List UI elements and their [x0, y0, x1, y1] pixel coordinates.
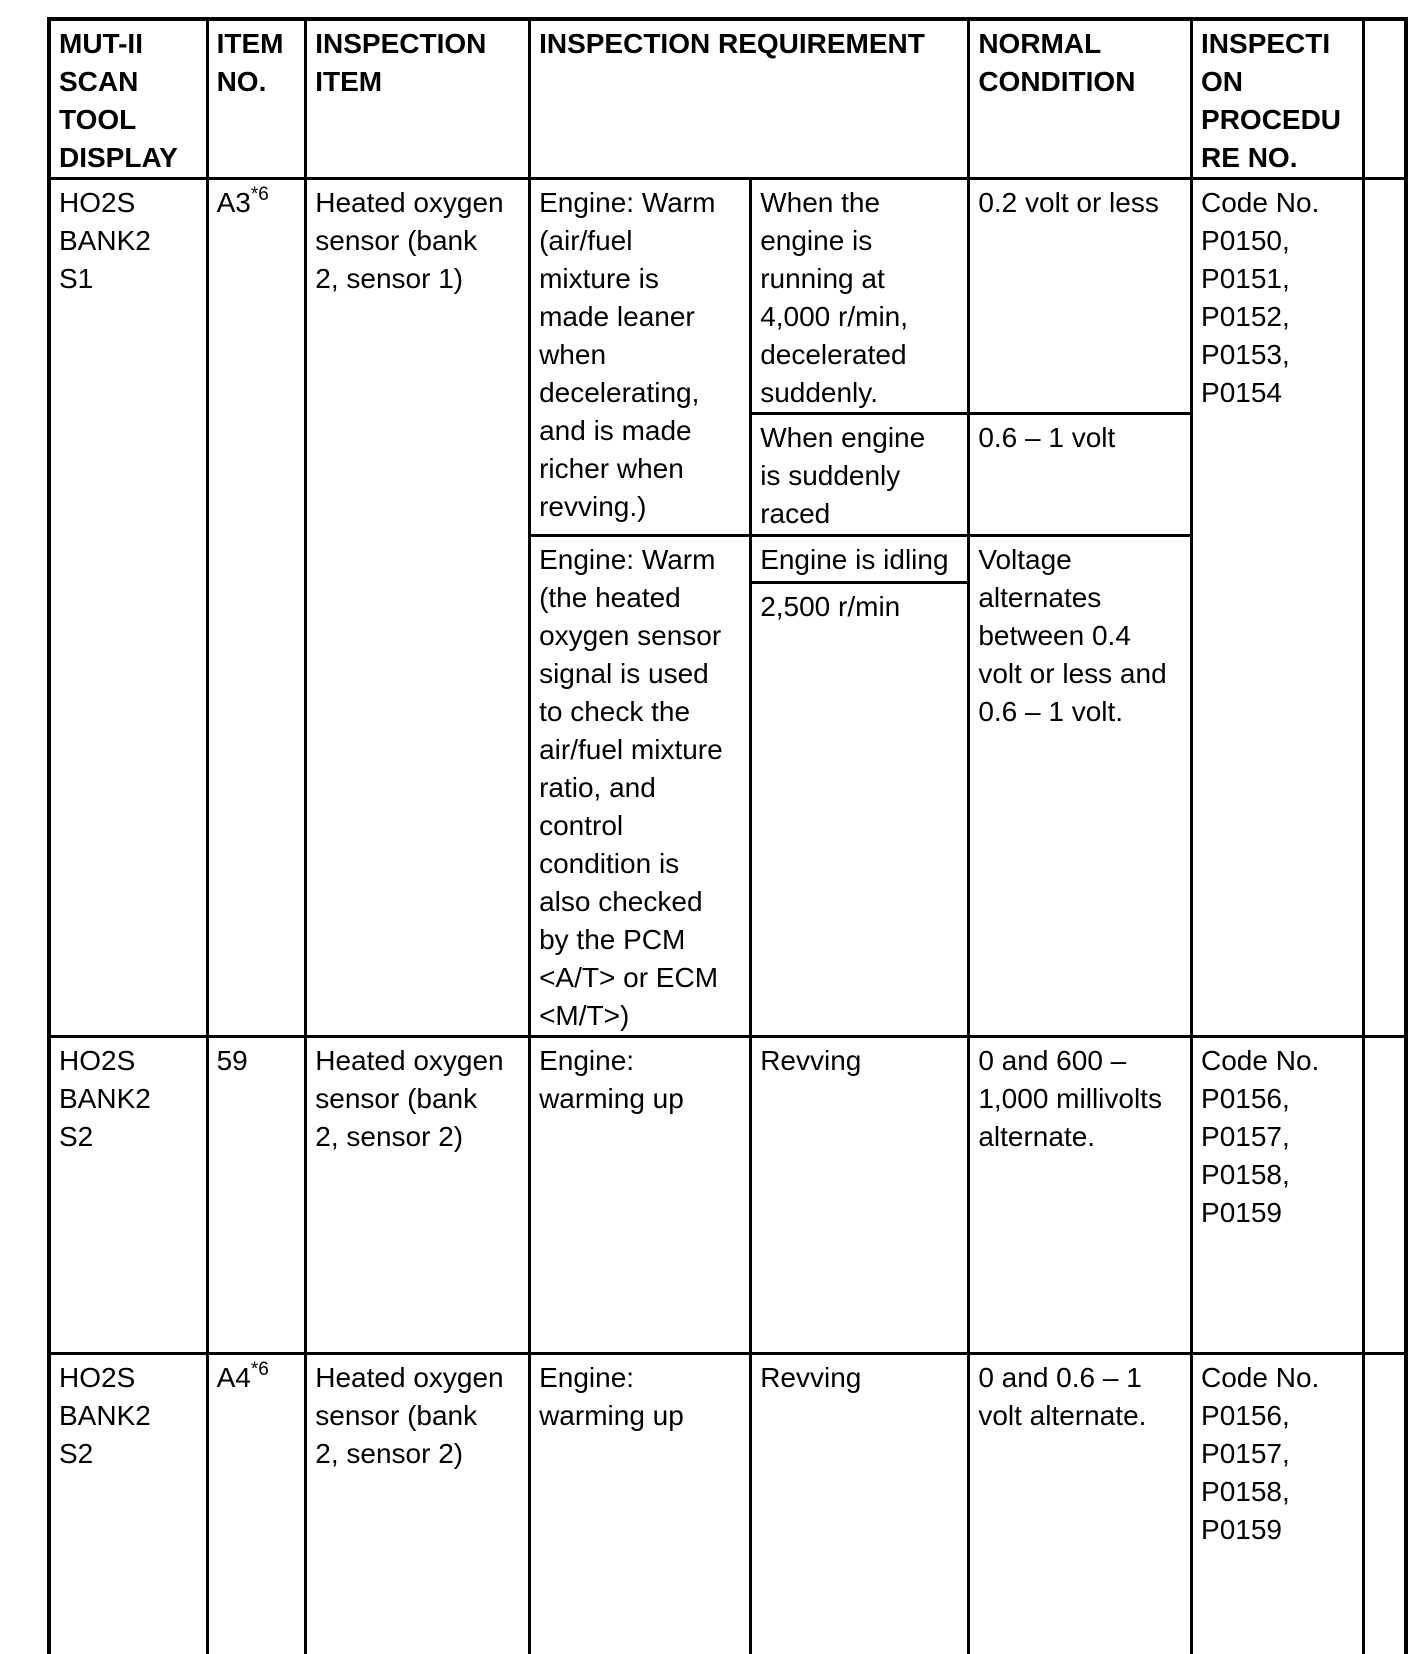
cell-r1-req-engine-idling: Engine is idling — [749, 534, 971, 584]
cell-r2-procedure-codes: Code No. P0156, P0157, P0158, P0159 — [1190, 1035, 1365, 1355]
item-no-value: A4 — [216, 1362, 251, 1393]
item-no-value: A3 — [216, 187, 251, 218]
cell-r3-inspection-item: Heated oxygen sensor (bank 2, sensor 2) — [304, 1352, 532, 1654]
item-no-footnote-ref: *6 — [250, 1359, 269, 1380]
header-inspection-item: INSPECTION ITEM — [304, 17, 532, 180]
cell-r2-scan-display: HO2S BANK2 S2 — [47, 1035, 209, 1355]
header-normal-condition: NORMAL CONDITION — [967, 17, 1194, 180]
cropped-next-column-cell — [1361, 1035, 1408, 1355]
cell-r2-cond-millivolts: 0 and 600 – 1,000 millivolts alternate. — [967, 1035, 1194, 1355]
cropped-next-column-cell — [1361, 177, 1408, 1038]
cell-r1-req-engine-warm-signal: Engine: Warm (the heated oxygen sensor s… — [528, 534, 753, 1038]
cell-r2-req-revving: Revving — [749, 1035, 971, 1355]
cell-r3-item-no: A4*6 — [205, 1352, 308, 1654]
cell-r1-item-no: A3*6 — [205, 177, 308, 1038]
cell-r3-cond-volt-alternate: 0 and 0.6 – 1 volt alternate. — [967, 1352, 1194, 1654]
header-inspection-requirement: INSPECTION REQUIREMENT — [528, 17, 971, 180]
cell-r1-cond-06-1-volt: 0.6 – 1 volt — [967, 412, 1194, 537]
cell-r1-scan-display: HO2S BANK2 S1 — [47, 177, 209, 1038]
cell-r1-cond-02-volt-or-less: 0.2 volt or less — [967, 177, 1194, 415]
cell-r1-req-2500-rpm: 2,500 r/min — [749, 580, 971, 1039]
cell-r3-procedure-codes: Code No. P0156, P0157, P0158, P0159 — [1190, 1352, 1365, 1654]
cell-r2-item-no: 59 — [205, 1035, 308, 1355]
header-inspection-procedure-no: INSPECTI ON PROCEDU RE NO. — [1190, 17, 1365, 180]
cell-r1-req-suddenly-raced: When engine is suddenly raced — [749, 412, 971, 537]
header-mut-ii-scan-tool-display: MUT-II SCAN TOOL DISPLAY — [47, 17, 209, 180]
diagnostic-data-table: MUT-II SCAN TOOL DISPLAY ITEM NO. INSPEC… — [47, 17, 1408, 1654]
cell-r3-req-revving: Revving — [749, 1352, 971, 1654]
header-item-no: ITEM NO. — [205, 17, 308, 180]
cell-r3-scan-display: HO2S BANK2 S2 — [47, 1352, 209, 1654]
cell-r1-procedure-codes: Code No. P0150, P0151, P0152, P0153, P01… — [1190, 177, 1365, 1038]
cell-r2-inspection-item: Heated oxygen sensor (bank 2, sensor 2) — [304, 1035, 532, 1355]
item-no-footnote-ref: *6 — [250, 184, 269, 205]
cell-r1-cond-voltage-alternates: Voltage alternates between 0.4 volt or l… — [967, 534, 1194, 1038]
cropped-next-column-cell — [1361, 1352, 1408, 1654]
cell-r1-req-engine-warm-airfuel: Engine: Warm (air/fuel mixture is made l… — [528, 177, 753, 537]
cell-r1-inspection-item: Heated oxygen sensor (bank 2, sensor 1) — [304, 177, 532, 1038]
cell-r1-req-running-decelerated: When the engine is running at 4,000 r/mi… — [749, 177, 971, 415]
cropped-next-column-cell — [1361, 17, 1408, 180]
cell-r3-req-engine-warming: Engine: warming up — [528, 1352, 753, 1654]
cell-r2-req-engine-warming: Engine: warming up — [528, 1035, 753, 1355]
